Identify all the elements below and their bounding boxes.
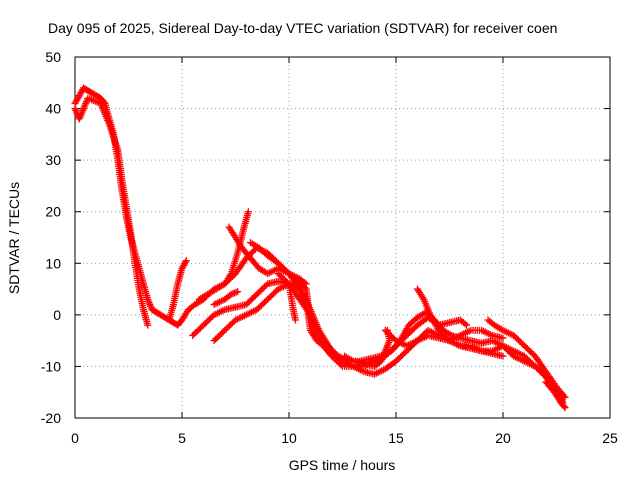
y-tick-label: 40 [45,101,61,117]
data-point [301,284,309,292]
y-tick-labels: -20 -10 0 10 20 30 40 50 [41,49,61,426]
x-tick-label: 15 [388,430,404,446]
chart-title: Day 095 of 2025, Sidereal Day-to-day VTE… [48,20,557,36]
plot-frame [74,56,611,419]
x-tick-labels: 0 5 10 15 20 25 [71,430,618,446]
x-axis-label: GPS time / hours [289,457,396,473]
data-point [244,208,252,216]
data-point [291,316,299,324]
axis-ticks [74,56,611,419]
x-tick-label: 20 [495,430,511,446]
data-point [306,316,314,324]
y-tick-label: 20 [45,204,61,220]
data-point [461,320,469,328]
data-point [499,352,507,360]
data-point [383,326,391,334]
y-tick-label: 30 [45,152,61,168]
x-tick-label: 25 [602,430,618,446]
x-tick-label: 5 [178,430,186,446]
data-point [234,288,242,296]
data-point [181,258,189,266]
y-tick-label: 0 [53,307,61,323]
y-tick-label: -10 [41,358,61,374]
x-tick-label: 10 [281,430,297,446]
data-point [144,321,152,329]
data-point [560,402,568,410]
y-tick-label: 50 [45,49,61,65]
data-point [463,321,471,329]
y-tick-label: -20 [41,410,61,426]
x-tick-label: 0 [71,430,79,446]
data-point [561,404,569,412]
data-point [561,393,569,401]
y-tick-label: 10 [45,255,61,271]
data-point [283,278,291,286]
y-axis-label: SDTVAR / TECUs [6,182,22,294]
data-markers [71,84,569,412]
data-point [560,392,568,400]
data-point [182,257,190,265]
data-point [499,334,507,342]
